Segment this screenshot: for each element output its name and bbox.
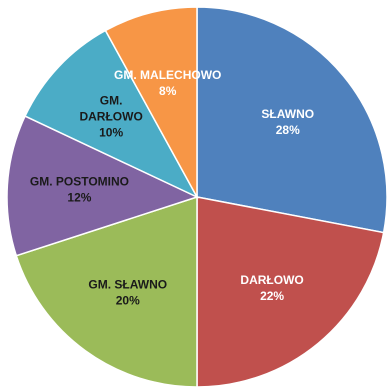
- pie-slice-label-1: DARŁOWO 22%: [240, 273, 303, 303]
- pie-slice-4: [24, 29, 199, 199]
- pie-slice-5: [104, 6, 198, 198]
- pie-slice-value-4: 10%: [99, 125, 123, 139]
- pie-slice-name-4: GM.: [100, 93, 123, 107]
- pie-slice-2: [15, 195, 198, 388]
- pie-slice-0: [196, 6, 388, 234]
- pie-slice-name-5: GM. MALECHOWO: [114, 68, 221, 82]
- pie-slice-name-3: GM. POSTOMINO: [30, 175, 129, 189]
- pie-slice-name-4: DARŁOWO: [79, 109, 142, 123]
- pie-slice-name-0: SŁAWNO: [261, 107, 314, 121]
- pie-slice-value-0: 28%: [276, 123, 300, 137]
- pie-slice-1: [196, 196, 385, 388]
- pie-slice-label-4: GM. DARŁOWO 10%: [79, 93, 142, 139]
- pie-slice-label-5: GM. MALECHOWO 8%: [114, 68, 221, 98]
- pie-slice-label-0: SŁAWNO 28%: [261, 107, 314, 137]
- pie-slice-value-2: 20%: [116, 293, 140, 307]
- pie-slice-name-2: GM. SŁAWNO: [88, 277, 167, 291]
- pie-slice-value-3: 12%: [67, 191, 91, 205]
- pie-slice-label-2: GM. SŁAWNO 20%: [88, 277, 167, 307]
- pie-slice-3: [6, 115, 200, 257]
- pie-slice-value-1: 22%: [260, 289, 284, 303]
- pie-slice-label-3: GM. POSTOMINO 12%: [30, 175, 129, 205]
- pie-slice-value-5: 8%: [159, 84, 177, 98]
- pie-slice-name-1: DARŁOWO: [240, 273, 303, 287]
